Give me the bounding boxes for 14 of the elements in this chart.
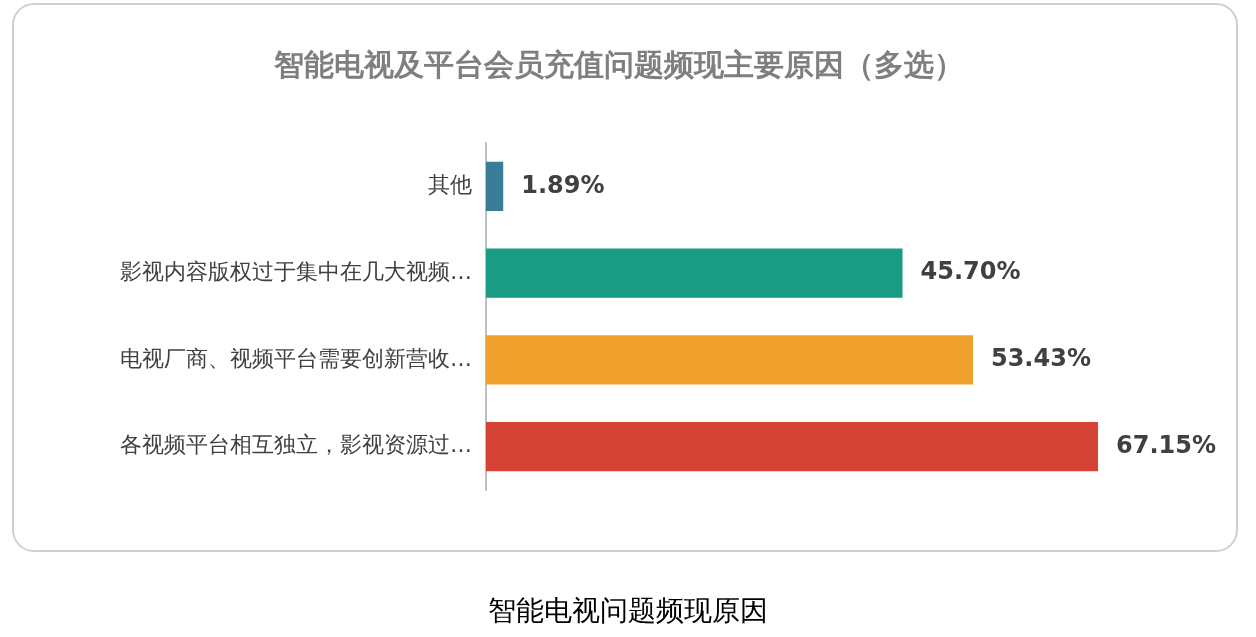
y-tick-label: 影视内容版权过于集中在几大视频… <box>120 258 472 284</box>
y-tick-label: 各视频平台相互独立，影视资源过… <box>120 432 472 458</box>
chart-title: 智能电视及平台会员充值问题频现主要原因（多选） <box>273 46 964 82</box>
data-label: 53.43% <box>990 344 1091 373</box>
data-label: 67.15% <box>1116 430 1216 459</box>
bar <box>486 335 973 385</box>
y-tick-label: 电视厂商、视频平台需要创新营收… <box>120 345 472 371</box>
bar <box>486 421 1099 472</box>
bar <box>486 248 903 298</box>
y-tick-label: 其他 <box>428 172 472 198</box>
data-label: 45.70% <box>920 257 1021 286</box>
text: 智能电视问题频现原因 <box>487 593 769 629</box>
bar <box>486 161 504 212</box>
data-label: 1.89% <box>521 170 605 199</box>
